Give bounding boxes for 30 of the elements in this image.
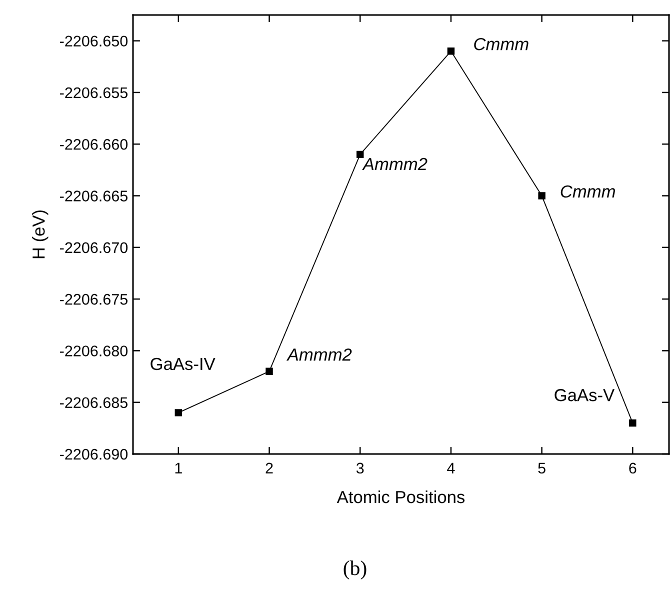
x-tick-label: 6: [629, 462, 636, 474]
annotation: Ammm2: [286, 348, 352, 361]
x-tick-label: 3: [356, 462, 364, 474]
y-tick-label: -2206.665: [60, 190, 128, 202]
annotation: Cmmm: [560, 185, 615, 198]
point: [266, 368, 273, 375]
x-tick-label: 2: [266, 462, 273, 474]
annotation: GaAs-V: [554, 388, 615, 402]
y-tick-label: -2206.660: [60, 138, 128, 150]
x-tick-label: 5: [538, 462, 546, 474]
point: [174, 409, 182, 416]
y-tick-label: -2206.685: [60, 397, 128, 408]
annotation: GaAs-IV: [150, 358, 216, 370]
x-axis-title: Atomic Positions: [336, 490, 465, 504]
y-tick-label: -2206.690: [60, 448, 128, 460]
y-tick-label: -2206.650: [60, 36, 128, 47]
annotation: Cmmm: [474, 38, 528, 50]
x-tick-label: 1: [175, 462, 182, 474]
point: [356, 150, 364, 158]
point: [538, 192, 546, 200]
y-tick-label: -2206.680: [60, 346, 128, 356]
y-tick-label: -2206.670: [60, 242, 128, 254]
y-axis-title: H (eV): [32, 210, 48, 258]
annotation: Ammm2: [362, 158, 428, 170]
point: [629, 419, 636, 427]
y-tick-label: -2206.675: [60, 294, 128, 305]
x-tick-label: 4: [447, 462, 455, 474]
text: (b): [344, 560, 366, 580]
y-tick-label: -2206.655: [60, 87, 128, 98]
point: [447, 48, 455, 55]
